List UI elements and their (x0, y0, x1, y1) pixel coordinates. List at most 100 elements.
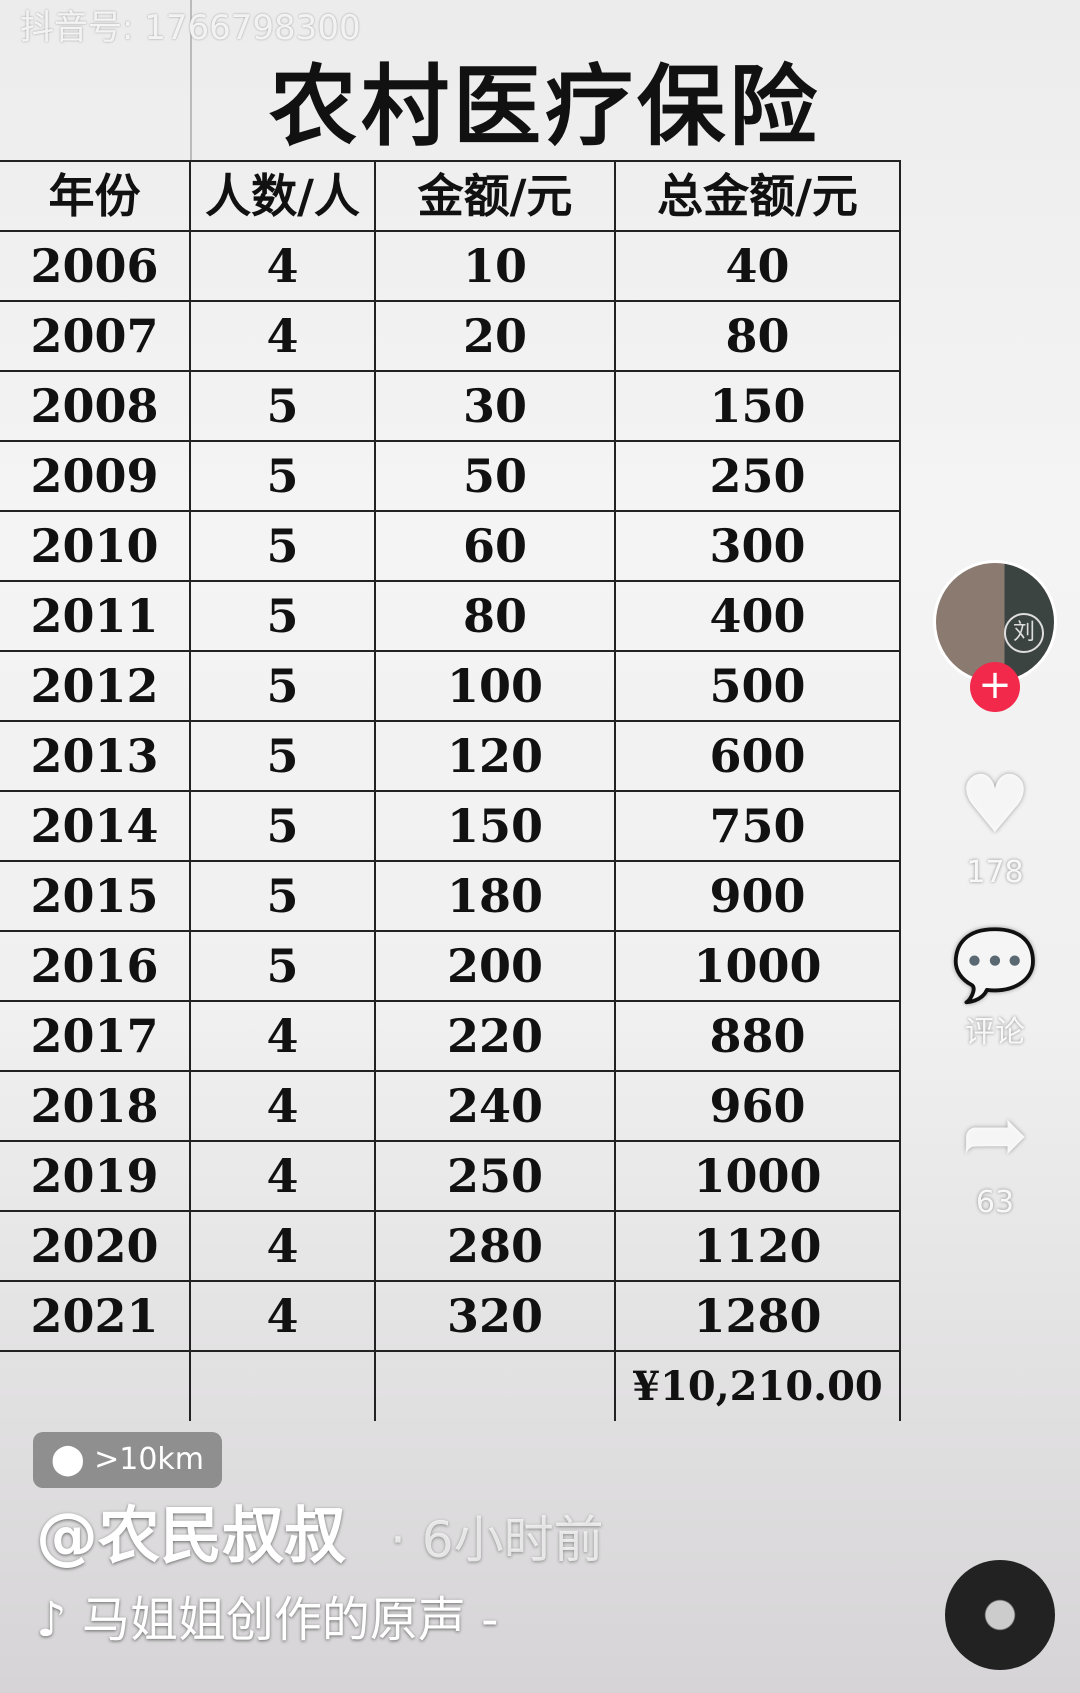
table-cell: 2009 (0, 440, 191, 512)
table-cell: 240 (374, 1070, 616, 1142)
table-cell: 2011 (0, 580, 191, 652)
table-row: 2014 5 150 750 (0, 790, 901, 862)
table-cell: 20 (374, 300, 616, 372)
comment-label: 评论 (965, 1015, 1025, 1050)
table-cell: 金额/元 (374, 160, 616, 232)
table-cell: 2016 (0, 930, 191, 1002)
table-cell: ¥10,210.00 (614, 1350, 901, 1421)
table-cell (0, 1350, 191, 1421)
table-cell: 150 (614, 370, 901, 442)
table-cell: 5 (189, 790, 376, 862)
table-cell: 10 (374, 230, 616, 302)
table-cell: 2013 (0, 720, 191, 792)
table-cell: 总金额/元 (614, 160, 901, 232)
table-cell: 4 (189, 300, 376, 372)
table-cell: 2015 (0, 860, 191, 932)
table-cell: 80 (374, 580, 616, 652)
table-cell: 2006 (0, 230, 191, 302)
table-cell: 5 (189, 720, 376, 792)
table-cell: 30 (374, 370, 616, 442)
table-cell: 1120 (614, 1210, 901, 1282)
table-cell: 2014 (0, 790, 191, 862)
post-time: · 6小时前 (390, 1511, 604, 1569)
location-pin-icon: ⬤ (51, 1442, 95, 1477)
table-row: 2011 5 80 400 (0, 580, 901, 652)
table-cell: 2021 (0, 1280, 191, 1352)
divider (190, 0, 192, 160)
table-cell: 200 (374, 930, 616, 1002)
insurance-table: 年份 人数/人 金额/元 总金额/元 2006 4 10 40 2007 4 20 80 2008 5 30… (0, 160, 901, 1421)
location-distance: >10km (94, 1442, 205, 1477)
table-row: 2012 5 100 500 (0, 650, 901, 722)
table-cell: 960 (614, 1070, 901, 1142)
table-cell: 40 (614, 230, 901, 302)
table-cell: 2012 (0, 650, 191, 722)
table-cell: 2020 (0, 1210, 191, 1282)
table-cell: 880 (614, 1000, 901, 1072)
table-cell: 750 (614, 790, 901, 862)
table-row: 2007 4 20 80 (0, 300, 901, 372)
share-count: 63 (975, 1185, 1015, 1220)
table-cell: 4 (189, 1280, 376, 1352)
table-cell: 5 (189, 440, 376, 512)
like-count: 178 (966, 855, 1024, 890)
share-icon[interactable]: ➦ (961, 1088, 1029, 1181)
heart-icon[interactable]: ♥ (959, 758, 1031, 851)
table-cell: 600 (614, 720, 901, 792)
comment-icon[interactable]: 💬 (951, 924, 1039, 1006)
table-row: 2008 5 30 150 (0, 370, 901, 442)
table-cell: 2010 (0, 510, 191, 582)
table-cell: 5 (189, 930, 376, 1002)
avatar-text: 刘 (1004, 613, 1044, 653)
table-row: 2018 4 240 960 (0, 1070, 901, 1142)
table-cell: 5 (189, 370, 376, 442)
table-cell: 900 (614, 860, 901, 932)
table-cell: 180 (374, 860, 616, 932)
music-disc-icon[interactable] (945, 1560, 1055, 1670)
table-cell: 100 (374, 650, 616, 722)
table-row: 2019 4 250 1000 (0, 1140, 901, 1212)
table-cell: 4 (189, 1210, 376, 1282)
watermark: 抖音号: 1766798300 (20, 8, 361, 48)
table-cell: 2007 (0, 300, 191, 372)
table-cell: 2017 (0, 1000, 191, 1072)
table-cell: 2019 (0, 1140, 191, 1212)
table-total-row: ¥10,210.00 (0, 1350, 901, 1421)
table-cell: 300 (614, 510, 901, 582)
author-name[interactable]: @农民叔叔 (36, 1499, 347, 1572)
table-row: 2010 5 60 300 (0, 510, 901, 582)
table-cell: 1280 (614, 1280, 901, 1352)
table-cell (374, 1350, 616, 1421)
table-cell: 220 (374, 1000, 616, 1072)
table-cell: 500 (614, 650, 901, 722)
table-cell: 2018 (0, 1070, 191, 1142)
table-row: 2009 5 50 250 (0, 440, 901, 512)
table-cell: 年份 (0, 160, 191, 232)
table-cell: 50 (374, 440, 616, 512)
table-row: 2020 4 280 1120 (0, 1210, 901, 1282)
table-cell: 人数/人 (189, 160, 376, 232)
table-cell: 2008 (0, 370, 191, 442)
table-cell: 4 (189, 1000, 376, 1072)
table-cell: 5 (189, 650, 376, 722)
table-cell (189, 1350, 376, 1421)
location-badge[interactable]: ⬤ >10km (33, 1432, 223, 1488)
table-cell: 150 (374, 790, 616, 862)
table-row: 2017 4 220 880 (0, 1000, 901, 1072)
follow-button[interactable]: + (970, 662, 1020, 712)
table-cell: 5 (189, 510, 376, 582)
table-cell: 5 (189, 580, 376, 652)
table-title: 农村医疗保险 (268, 54, 821, 158)
table-cell: 1000 (614, 930, 901, 1002)
table-row: 2021 4 320 1280 (0, 1280, 901, 1352)
table-cell: 1000 (614, 1140, 901, 1212)
table-cell: 320 (374, 1280, 616, 1352)
table-cell: 80 (614, 300, 901, 372)
table-cell: 4 (189, 1070, 376, 1142)
table-cell: 5 (189, 860, 376, 932)
music-info[interactable]: ♪ 马姐姐创作的原声 - (36, 1592, 499, 1648)
table-cell: 60 (374, 510, 616, 582)
table-cell: 250 (614, 440, 901, 512)
table-cell: 280 (374, 1210, 616, 1282)
table-row: 2016 5 200 1000 (0, 930, 901, 1002)
